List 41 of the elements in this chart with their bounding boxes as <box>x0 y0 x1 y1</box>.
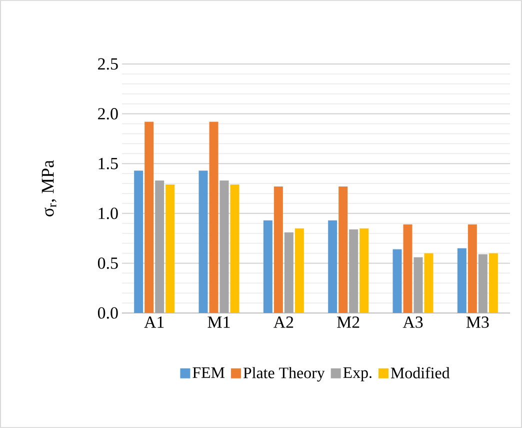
y-tick-label: 2.0 <box>98 108 118 120</box>
bar <box>166 184 175 313</box>
bar <box>220 180 229 313</box>
x-tick-label: M1 <box>208 316 230 328</box>
bar <box>424 253 434 313</box>
x-tick-label: A1 <box>144 316 164 328</box>
legend-label: Plate Theory <box>243 367 325 382</box>
y-tick-label: 1.5 <box>98 158 118 170</box>
y-tick-label: 0.0 <box>98 307 118 319</box>
bar <box>414 257 423 313</box>
legend-label: Exp. <box>343 367 372 382</box>
x-tick-label: A2 <box>273 316 294 328</box>
bar <box>349 229 358 313</box>
bar <box>274 186 283 313</box>
bar <box>263 220 272 313</box>
y-tick-label: 0.5 <box>98 257 118 269</box>
bar <box>478 254 488 313</box>
bar <box>392 249 402 313</box>
bar <box>328 220 338 313</box>
x-tick-label: M2 <box>337 316 360 328</box>
x-tick-label: A3 <box>402 316 423 328</box>
bar <box>457 248 466 313</box>
bar <box>198 170 208 313</box>
bar <box>155 180 164 313</box>
bar <box>294 228 304 313</box>
bar <box>144 122 154 313</box>
y-tick-label: 2.5 <box>98 58 118 70</box>
bar <box>360 228 369 313</box>
bar <box>468 224 477 313</box>
bar <box>134 170 144 313</box>
bar <box>403 224 412 313</box>
legend-label: Modified <box>390 366 450 378</box>
y-tick-label: 1.0 <box>98 208 118 220</box>
y-axis-title: σ$_{r}$, MPa <box>42 160 56 216</box>
x-tick-label: M3 <box>466 316 489 328</box>
bar <box>209 122 218 313</box>
bar <box>230 184 240 313</box>
bar <box>284 232 294 313</box>
bar <box>488 253 498 313</box>
bar <box>338 186 348 313</box>
legend-label: FEM <box>192 367 225 378</box>
